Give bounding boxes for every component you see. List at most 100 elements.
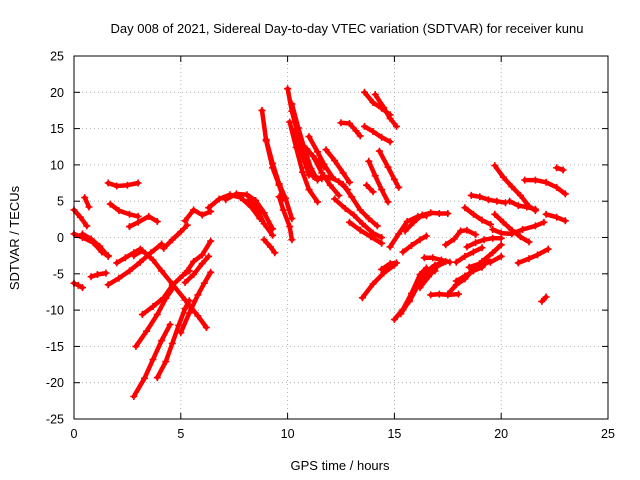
data-point-marker — [561, 190, 569, 198]
data-point-marker — [138, 247, 146, 255]
data-point-marker — [534, 251, 541, 259]
data-point-marker — [260, 209, 268, 217]
data-point-marker — [393, 122, 400, 130]
series-track — [105, 241, 164, 287]
data-series-s72 — [514, 245, 552, 267]
data-point-marker — [102, 269, 110, 277]
data-point-marker — [395, 230, 403, 238]
y-tick-label: -20 — [46, 376, 64, 390]
data-point-marker — [335, 178, 343, 186]
data-point-marker — [397, 310, 405, 318]
data-series-s67 — [467, 191, 509, 207]
data-point-marker — [375, 147, 383, 155]
data-point-marker — [185, 309, 193, 317]
data-point-marker — [437, 256, 445, 264]
data-point-marker — [177, 329, 185, 337]
data-point-marker — [185, 297, 193, 305]
data-point-marker — [365, 215, 373, 223]
data-point-marker — [502, 199, 509, 207]
data-point-marker — [416, 236, 424, 244]
data-point-marker — [358, 220, 366, 228]
data-point-marker — [356, 132, 364, 140]
data-point-marker — [461, 252, 469, 260]
data-point-marker — [452, 281, 460, 289]
data-series-s63 — [444, 241, 505, 298]
data-point-marker — [346, 120, 353, 127]
data-point-marker — [422, 232, 430, 240]
data-series-s60 — [442, 226, 480, 249]
data-point-marker — [168, 281, 176, 289]
data-point-marker — [452, 258, 460, 266]
data-point-marker — [149, 256, 157, 264]
data-point-marker — [130, 252, 138, 260]
data-point-marker — [365, 157, 373, 165]
data-point-marker — [442, 241, 450, 249]
data-series-s26 — [262, 136, 296, 223]
data-point-marker — [243, 191, 251, 199]
data-series-s33 — [286, 118, 321, 206]
data-point-marker — [487, 220, 494, 228]
data-point-marker — [168, 236, 176, 244]
data-point-marker — [506, 197, 514, 205]
data-point-marker — [207, 207, 215, 215]
data-point-marker — [461, 275, 469, 283]
data-point-marker — [371, 91, 379, 98]
y-axis-label: SDTVAR / TECUs — [7, 185, 22, 290]
data-point-marker — [190, 271, 198, 278]
series-track — [362, 124, 393, 144]
data-point-marker — [288, 236, 296, 244]
data-point-marker — [544, 245, 552, 253]
data-point-marker — [542, 210, 550, 218]
data-point-marker — [145, 212, 153, 220]
data-series-s69 — [491, 210, 533, 246]
data-point-marker — [190, 206, 198, 214]
data-series-s21 — [181, 206, 215, 225]
data-series-s49 — [378, 259, 400, 273]
data-point-marker — [202, 324, 210, 331]
data-series-s46 — [371, 91, 400, 130]
data-point-marker — [104, 281, 112, 289]
data-series-s36 — [322, 146, 353, 186]
data-point-marker — [371, 172, 379, 180]
data-point-marker — [314, 198, 321, 206]
data-series-s40 — [331, 195, 386, 241]
grid — [74, 56, 608, 419]
data-point-marker — [320, 160, 328, 168]
series-track — [347, 220, 384, 246]
x-tick-label: 0 — [71, 427, 78, 441]
data-point-marker — [508, 226, 516, 234]
series-track — [276, 194, 295, 242]
data-point-marker — [81, 194, 89, 202]
data-point-marker — [339, 169, 347, 177]
series-track — [490, 220, 547, 237]
data-point-marker — [463, 226, 471, 234]
data-series-s74 — [542, 210, 569, 225]
data-series-s07 — [104, 240, 166, 289]
series-track — [516, 246, 551, 266]
data-series-s73 — [521, 176, 569, 198]
data-point-marker — [450, 235, 458, 243]
data-series-s09 — [106, 200, 142, 220]
series-track — [108, 201, 141, 219]
series-track — [466, 254, 504, 270]
series-track — [223, 191, 275, 232]
data-point-marker — [361, 88, 368, 96]
data-point-marker — [499, 218, 507, 226]
data-series-s19 — [183, 237, 215, 275]
x-axis-label: GPS time / hours — [291, 458, 390, 473]
series-track — [296, 137, 327, 170]
data-point-marker — [508, 183, 516, 191]
data-point-marker — [414, 281, 422, 289]
data-point-marker — [435, 210, 443, 217]
data-point-marker — [476, 193, 484, 201]
series-track — [372, 92, 399, 129]
data-point-marker — [288, 100, 296, 108]
data-point-marker — [305, 186, 313, 194]
data-point-marker — [79, 284, 86, 292]
data-point-marker — [205, 252, 213, 260]
data-point-marker — [531, 207, 539, 215]
data-series-s41 — [337, 119, 364, 140]
y-tick-label: -25 — [46, 413, 64, 427]
data-point-marker — [179, 271, 187, 279]
data-series-s15 — [138, 267, 193, 318]
